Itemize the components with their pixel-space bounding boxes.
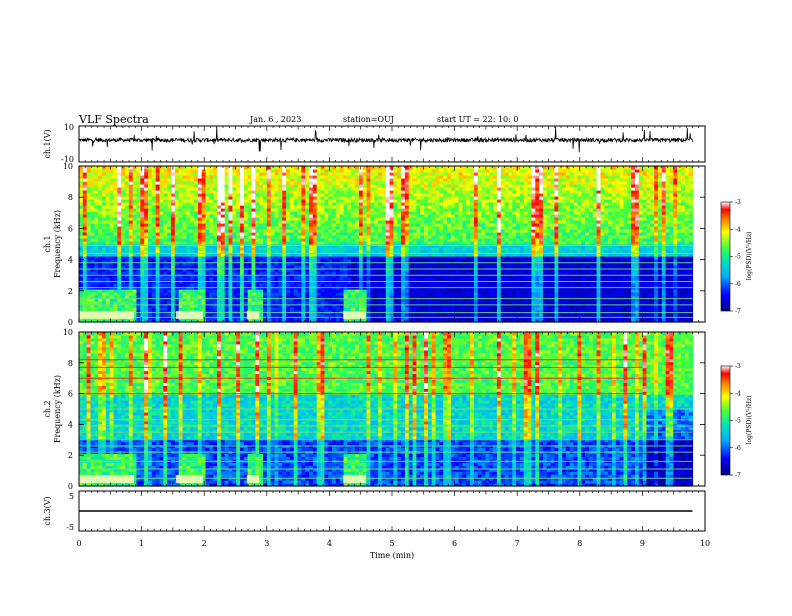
ytick-label: 4 (68, 256, 73, 265)
ch2-colorbar-ticks: -3 -4 -5 -6 -7 (730, 363, 741, 479)
ch2-spectrogram-channel-label: ch.2 (43, 400, 52, 417)
colorbar-tick-label: -5 (735, 418, 741, 425)
xtick-label: 2 (202, 539, 207, 548)
ch3-ytick-bottom: -5 (66, 523, 74, 532)
colorbar-tick-label: -5 (735, 254, 741, 261)
ch1-ytick-top: 10 (64, 123, 74, 132)
ytick-label: 2 (68, 287, 73, 296)
ch2-colorbar-label: log(PSD)(V²/Hz) (746, 396, 753, 445)
ch3-ytick-top: 5 (69, 492, 74, 501)
xtick-label: 5 (389, 539, 394, 548)
colorbar-tick-label: -3 (735, 199, 741, 206)
colorbar-tick-label: -7 (735, 472, 741, 479)
xtick-label: 10 (700, 539, 710, 548)
colorbar-tick-label: -3 (735, 363, 741, 370)
ch1-spectrogram-image (79, 166, 693, 323)
colorbar-tick-label: -7 (735, 308, 741, 315)
xtick-label: 9 (640, 539, 645, 548)
header-start-ut: start UT = 22: 10: 0 (437, 115, 518, 124)
colorbar-tick-label: -4 (735, 226, 741, 233)
ytick-label: 8 (68, 193, 73, 202)
ch1-colorbar: -3 -4 -5 -6 -7 log(PSD)(V²/Hz) (721, 199, 753, 315)
ch3-waveform-ylabel: ch.3(V) (43, 496, 52, 525)
xtick-label: 8 (577, 539, 582, 548)
xtick-label: 6 (452, 539, 457, 548)
ch2-colorbar-gradient (721, 366, 730, 475)
time-axis-tick-labels: 0 1 2 3 4 5 6 7 8 9 10 (76, 539, 710, 548)
xtick-label: 3 (264, 539, 269, 548)
header-date: Jan. 6 , 2023 (249, 115, 301, 124)
ytick-label: 6 (68, 224, 73, 233)
ch2-spectrogram-ylabel: Frequency (kHz) (53, 375, 62, 443)
ch2-spectrogram-panel: 0 2 4 6 8 10 ch.2 Frequency (kHz) (43, 328, 705, 491)
ch1-waveform-ylabel: ch.1(V) (43, 129, 52, 158)
colorbar-tick-label: -6 (735, 281, 741, 288)
ch1-spectrogram-panel: 0 2 4 6 8 10 ch.1 Frequency (kHz) (43, 162, 705, 327)
xtick-label: 4 (327, 539, 332, 548)
ch1-spectrogram-channel-label: ch.1 (43, 235, 52, 252)
figure-title: VLF Spectra (78, 113, 149, 126)
ytick-label: 6 (68, 390, 73, 399)
ytick-label: 8 (68, 359, 73, 368)
colorbar-tick-label: -4 (735, 390, 741, 397)
xtick-label: 1 (139, 539, 144, 548)
ch3-waveform-panel: 5 -5 ch.3(V) 0 1 2 3 4 5 6 7 8 9 10 Time (min) (43, 491, 710, 560)
ch2-colorbar: -3 -4 -5 -6 -7 log(PSD)(V²/Hz) (721, 363, 753, 479)
ch1-spectrogram-ylabel: Frequency (kHz) (53, 210, 62, 278)
ch1-colorbar-ticks: -3 -4 -5 -6 -7 (730, 199, 741, 315)
ytick-label: 0 (68, 318, 73, 327)
ch2-spectrogram-image (79, 332, 693, 487)
ch1-colorbar-gradient (721, 202, 730, 311)
ch1-colorbar-label: log(PSD)(V²/Hz) (746, 232, 753, 281)
ytick-label: 0 (68, 482, 73, 491)
ytick-label: 10 (63, 162, 73, 171)
ch1-waveform-frame (79, 126, 705, 162)
ytick-label: 4 (68, 420, 73, 429)
colorbar-tick-label: -6 (735, 445, 741, 452)
header-station: station=OUJ (343, 115, 394, 124)
xtick-label: 7 (515, 539, 520, 548)
ytick-label: 2 (68, 451, 73, 460)
ch1-waveform-panel: 10 -10 ch.1(V) (43, 123, 705, 164)
time-axis-label: Time (min) (370, 551, 414, 560)
ytick-label: 10 (63, 328, 73, 337)
xtick-label: 0 (76, 539, 81, 548)
